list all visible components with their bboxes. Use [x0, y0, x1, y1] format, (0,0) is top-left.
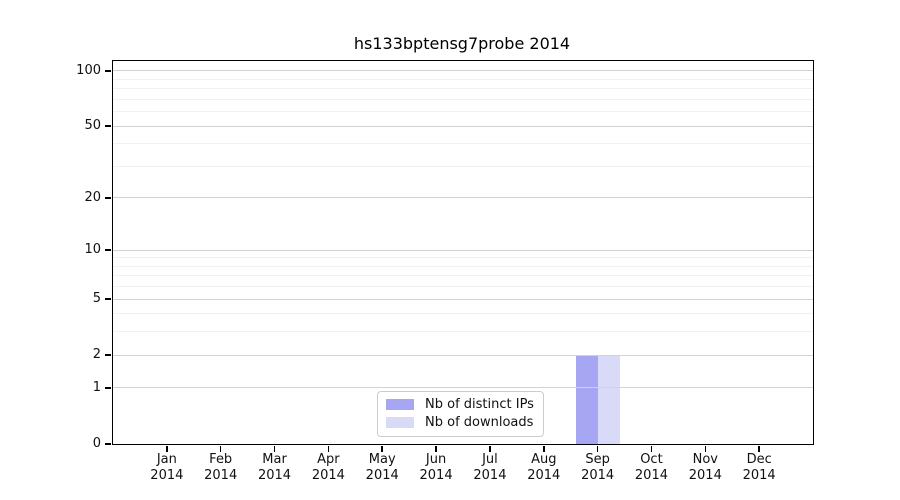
x-tick-mark: [166, 446, 168, 452]
legend-entry-distinct-ips: Nb of distinct IPs: [386, 397, 534, 412]
x-tick-label: Feb 2014: [204, 452, 238, 483]
x-tick-mark: [381, 446, 383, 452]
y-tick-label: 2: [92, 347, 101, 363]
bar-nb-of-downloads: [597, 355, 620, 444]
x-tick-label: Nov 2014: [688, 452, 722, 483]
y-tick-label: 5: [92, 291, 101, 307]
x-tick-mark: [543, 446, 545, 452]
legend: Nb of distinct IPs Nb of downloads: [377, 391, 544, 437]
x-tick-label: Apr 2014: [311, 452, 345, 483]
gridline-minor: [113, 143, 813, 145]
gridline-minor: [113, 257, 813, 259]
x-tick-mark: [327, 446, 330, 452]
y-tick-label: 50: [84, 118, 101, 134]
y-tick-label: 1: [92, 379, 101, 395]
bar-nb-of-distinct-ips: [575, 355, 598, 444]
gridline-minor: [113, 98, 813, 100]
y-tick-mark: [105, 387, 111, 389]
y-tick-mark: [105, 125, 111, 127]
gridline-minor: [113, 331, 813, 333]
plot-area: Nb of distinct IPs Nb of downloads 0 1 2 5 1…: [76, 60, 814, 483]
x-tick-mark: [758, 446, 760, 452]
x-tick-mark: [219, 446, 222, 452]
legend-swatch-distinct-ips: [386, 399, 414, 410]
gridline-minor: [113, 88, 813, 90]
x-tick-label: Sep 2014: [581, 452, 615, 483]
y-tick-label: 10: [84, 242, 101, 258]
gridline-major: [113, 249, 813, 251]
legend-label-downloads: Nb of downloads: [425, 415, 534, 430]
x-tick-mark: [273, 446, 276, 452]
legend-label-distinct-ips: Nb of distinct IPs: [425, 397, 534, 412]
chart-title: hs133bptensg7probe 2014: [353, 34, 571, 53]
y-tick-label: 100: [76, 62, 101, 78]
gridline-major: [113, 70, 813, 72]
gridline-major: [113, 298, 813, 300]
y-tick-mark: [105, 249, 111, 251]
y-tick-mark: [105, 354, 111, 356]
y-tick-label: 20: [84, 189, 101, 205]
gridline-minor: [113, 275, 813, 277]
gridline-major: [113, 125, 813, 127]
x-tick-mark: [650, 446, 653, 452]
y-tick-mark: [105, 298, 111, 300]
gridline-minor: [113, 313, 813, 315]
gridline-major: [113, 354, 813, 356]
x-tick-label: Jun 2014: [419, 452, 453, 483]
gridline-minor: [113, 78, 813, 80]
y-tick-mark: [105, 443, 111, 445]
y-tick-mark: [105, 197, 111, 199]
y-tick-label: 0: [92, 436, 101, 451]
y-tick-mark: [105, 70, 111, 72]
x-tick-label: May 2014: [365, 452, 399, 483]
gridline-minor: [113, 286, 813, 288]
gridline-minor: [113, 265, 813, 267]
x-tick-label: Jul 2014: [473, 452, 507, 483]
x-tick-mark: [489, 446, 491, 452]
gridline-major: [113, 387, 813, 389]
x-tick-mark: [435, 446, 437, 452]
x-tick-label: Dec 2014: [742, 452, 776, 483]
x-tick-mark: [596, 446, 599, 452]
legend-entry-downloads: Nb of downloads: [386, 415, 534, 430]
x-tick-label: Oct 2014: [634, 452, 668, 483]
gridline-minor: [113, 111, 813, 113]
x-tick-label: Aug 2014: [527, 452, 561, 483]
x-tick-mark: [704, 446, 707, 452]
x-tick-label: Jan 2014: [150, 452, 184, 483]
x-tick-label: Mar 2014: [257, 452, 292, 483]
legend-swatch-downloads: [386, 417, 414, 428]
gridline-major: [113, 197, 813, 199]
gridline-minor: [113, 165, 813, 167]
